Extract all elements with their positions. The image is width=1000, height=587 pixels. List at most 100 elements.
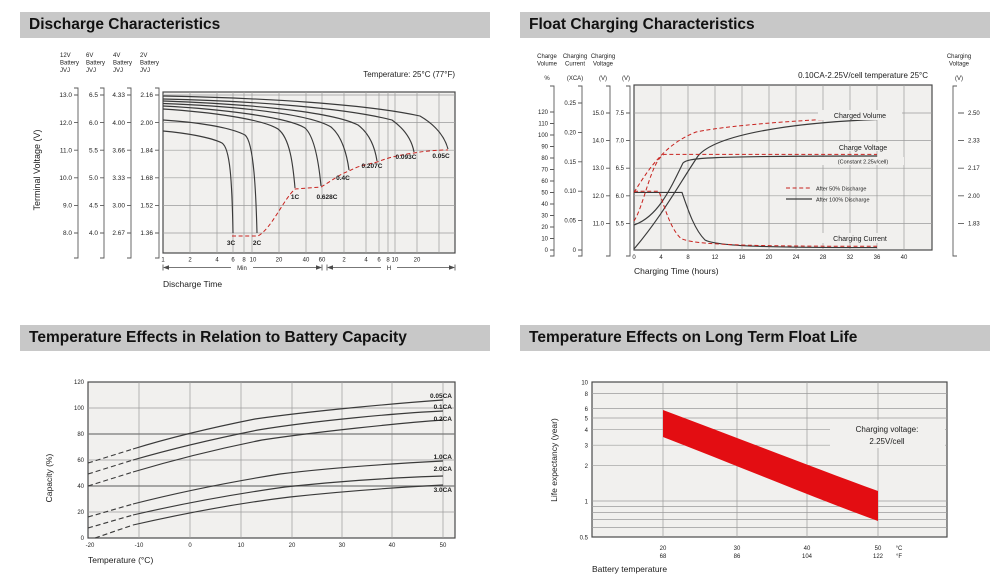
x-tick-label: 40 xyxy=(901,255,908,261)
y-tick-label: 110 xyxy=(538,122,548,128)
y-tick-label: 4.5 xyxy=(89,203,98,210)
col-header: Charge xyxy=(537,54,557,60)
x-tick-label: 4 xyxy=(364,258,368,264)
y-tick-label: 3.33 xyxy=(112,175,125,182)
charge-voltage-label: Charge Voltage xyxy=(839,145,887,152)
curve-04c xyxy=(162,102,350,171)
col-header: JVJ xyxy=(113,68,123,74)
y-tick-label: 10 xyxy=(541,237,548,243)
x-tick-label: 40 xyxy=(389,543,396,549)
col-header: Voltage xyxy=(593,62,614,68)
y-tick-label: 20 xyxy=(77,510,84,516)
y-tick-labels: 10 8 6 5 4 3 2 1 0.5 xyxy=(580,381,589,542)
x-tick-label-f: 86 xyxy=(734,554,741,560)
legend-100-discharge: After 100% Discharge xyxy=(816,198,870,204)
x-tick-labels-min: 1 2 4 6 8 10 20 40 60 xyxy=(161,258,326,264)
x-axis-title: Discharge Time xyxy=(163,279,222,289)
y-tick-labels-12v: 13.0 12.0 11.0 10.0 9.0 8.0 xyxy=(59,92,72,237)
y-tick-label: 2.00 xyxy=(968,194,980,200)
x-tick-label-f: 104 xyxy=(802,554,813,560)
y-tick-labels: 120 100 80 60 40 20 0 xyxy=(74,380,85,542)
section-header-float-life: Temperature Effects on Long Term Float L… xyxy=(520,325,990,351)
y-tick-label: 50 xyxy=(541,191,548,197)
col-header: Current xyxy=(565,62,585,68)
y-tick-label: 100 xyxy=(74,406,85,412)
x-tick-label: 0 xyxy=(188,543,192,549)
y-tick-label: 3.00 xyxy=(112,203,125,210)
x-axis-title: Battery temperature xyxy=(592,564,667,574)
y-axis-title: Life expectancy (year) xyxy=(549,418,559,502)
v6-tick-labels: 7.5 7.0 6.5 6.0 5.5 xyxy=(616,111,625,227)
float-charging-curves xyxy=(633,117,878,250)
rate-label: 0.05C xyxy=(432,153,450,160)
annotation-line1: Charging voltage: xyxy=(856,425,919,434)
y-tick-label: 11.0 xyxy=(60,147,73,154)
y-tick-label: 1.84 xyxy=(140,147,153,154)
plot-area xyxy=(633,84,933,251)
x-tick-label: 2 xyxy=(188,258,192,264)
y-tick-label: 2.00 xyxy=(140,120,153,127)
rate-label: 2.0CA xyxy=(434,466,453,473)
y-tick-label: 30 xyxy=(541,214,548,220)
x-tick-labels: 0 4 8 12 16 20 24 28 32 36 40 xyxy=(632,255,908,261)
col-header: Battery xyxy=(140,61,159,67)
x-tick-label-f: 122 xyxy=(873,554,884,560)
col-unit: (XCA) xyxy=(567,76,583,82)
y-tick-label: 2.67 xyxy=(112,230,125,237)
x-tick-label: 36 xyxy=(874,255,881,261)
curve-2c xyxy=(162,119,258,234)
charged-volume-label: Charged Volume xyxy=(834,113,886,120)
y-tick-label: 0.20 xyxy=(564,130,576,136)
col-header: 12V xyxy=(60,53,71,59)
right-axis-header: Charging xyxy=(947,54,971,60)
curve-02ca xyxy=(132,419,444,473)
y-tick-label: 0.10 xyxy=(564,189,576,195)
curve-10ca xyxy=(132,460,444,505)
section-title: Temperature Effects on Long Term Float L… xyxy=(529,329,858,346)
x-tick-label: 20 xyxy=(276,258,283,264)
charged-volume-50-curve xyxy=(633,117,878,193)
x-axis-title: Temperature (°C) xyxy=(88,555,153,565)
x-tick-label: 4 xyxy=(659,255,663,261)
curve-30ca xyxy=(132,484,444,526)
charge-voltage-100-curve xyxy=(633,155,878,226)
y-tick-label: 13.0 xyxy=(592,166,604,172)
y-tick-label: 0 xyxy=(81,536,85,542)
y-tick-label: 1.83 xyxy=(968,221,980,227)
x-axis-title: Charging Time (hours) xyxy=(634,266,719,276)
y-tick-label: 90 xyxy=(541,145,548,151)
celsius-unit-label: °C xyxy=(896,546,903,552)
y-tick-label: 3 xyxy=(585,444,589,450)
rate-label: 2C xyxy=(253,240,262,247)
constant-voltage-note: (Constant 2.25v/cell) xyxy=(838,160,889,166)
col-header: JVJ xyxy=(60,68,70,74)
x-tick-label: 30 xyxy=(339,543,346,549)
charged-volume-100-curve xyxy=(633,118,878,250)
charging-voltage-annotation: Charging voltage: 2.25V/cell xyxy=(830,420,945,448)
rate-labels: 3C 2C 1C 0.628C 0.4C 0.207C 0.093C 0.05C xyxy=(227,153,450,247)
y-tick-label: 60 xyxy=(77,458,84,464)
rate-label: 0.4C xyxy=(336,175,350,182)
annotation-line2: 2.25V/cell xyxy=(869,437,904,446)
rate-label: 3.0CA xyxy=(434,487,453,494)
y-tick-label: 7.5 xyxy=(616,111,625,117)
charging-current-100-curve xyxy=(634,191,878,249)
y-tick-label: 120 xyxy=(74,380,85,386)
float-charging-chart: Charged Volume Charge Voltage (Constant … xyxy=(537,54,980,276)
y-tick-label: 15.0 xyxy=(592,111,604,117)
y-axis-title: Capacity (%) xyxy=(44,454,54,503)
y-axis-column-headers: Charge Volume % Charging Current (XCA) C… xyxy=(537,54,971,82)
y-tick-label: 80 xyxy=(541,156,548,162)
col-unit: (V) xyxy=(622,76,630,82)
x-tick-label: 6 xyxy=(231,258,235,264)
y-tick-label: 120 xyxy=(538,110,549,116)
col-header: Battery xyxy=(113,61,132,67)
curve-20ca xyxy=(132,475,444,516)
y-tick-label: 5.5 xyxy=(616,221,625,227)
legend: After 50% Discharge After 100% Discharge xyxy=(786,187,870,204)
x-tick-labels: 20 68 30 86 40 104 50 122 °C °F xyxy=(660,546,903,560)
y-tick-label: 1.52 xyxy=(140,203,153,210)
charge-voltage-50-curve xyxy=(633,153,877,222)
x-tick-label: 8 xyxy=(686,255,690,261)
y-tick-label: 12.0 xyxy=(59,120,72,127)
